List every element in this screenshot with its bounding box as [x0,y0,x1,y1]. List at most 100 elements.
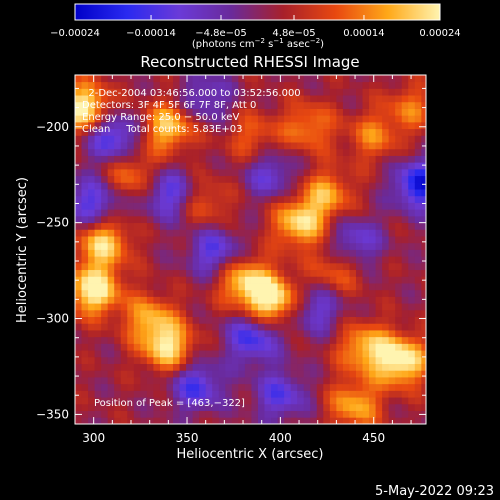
heatmap-cell [88,101,95,109]
heatmap-cell [186,182,194,190]
heatmap-cell [271,262,278,271]
heatmap-cell [140,303,148,311]
heatmap-cell [81,88,89,96]
heatmap-cell [336,95,344,103]
heatmap-cell [355,155,363,163]
heatmap-cell [284,249,292,257]
heatmap-cell [225,350,233,358]
heatmap-cell [382,296,390,304]
heatmap-cell [159,115,167,123]
heatmap-cell [329,222,337,230]
x-tick-label: 350 [176,431,199,445]
heatmap-cell [101,222,109,230]
heatmap-cell [186,115,194,123]
heatmap-cell [114,356,122,364]
heatmap-cell [369,215,376,224]
heatmap-cell [153,316,161,324]
heatmap-cell [336,88,344,96]
heatmap-cell [310,262,318,271]
heatmap-cell [94,269,102,277]
heatmap-cell [310,229,318,237]
heatmap-cell [414,229,422,237]
heatmap-cell [271,356,278,364]
heatmap-cell [316,182,324,190]
heatmap-cell [310,377,318,385]
heatmap-cell [127,276,135,284]
heatmap-cell [199,256,207,264]
heatmap-cell [408,269,416,277]
heatmap-cell [284,383,292,391]
heatmap-cell [179,370,187,378]
heatmap-cell [421,356,426,364]
heatmap-cell [257,403,265,411]
heatmap-cell [349,316,357,324]
heatmap-cell [159,88,167,96]
heatmap-cell [290,343,298,351]
heatmap-cell [408,121,416,130]
heatmap-cell [166,390,174,398]
heatmap-cell [186,249,194,257]
heatmap-cell [382,175,390,183]
heatmap-cell [382,128,390,136]
heatmap-cell [238,363,246,371]
heatmap-cell [297,316,305,324]
heatmap-cell [290,417,298,424]
heatmap-cell [284,95,292,103]
heatmap-cell [284,390,292,398]
heatmap-cell [375,397,383,405]
heatmap-cell [277,283,285,291]
heatmap-cell [401,101,409,109]
heatmap-cell [408,383,416,391]
heatmap-cell [395,108,403,116]
heatmap-cell [355,336,363,344]
heatmap-cell [238,303,246,311]
heatmap-cell [290,330,298,338]
heatmap-cell [218,215,226,224]
heatmap-cell [238,383,246,391]
heatmap-cell [127,148,135,156]
heatmap-cell [75,303,82,311]
heatmap-cell [395,397,403,405]
heatmap-cell [421,81,426,89]
heatmap-cell [218,296,226,304]
heatmap-cell [264,81,272,89]
heatmap-cell [336,202,344,210]
colorbar-tick-label: −0.00024 [50,28,100,39]
heatmap-cell [277,175,285,183]
heatmap-cell [192,236,200,244]
heatmap-cell [179,215,187,224]
heatmap-cell [414,383,422,391]
heatmap-cell [251,403,259,411]
heatmap-cell [342,229,350,237]
heatmap-cell [290,222,298,230]
heatmap-cell [284,336,292,344]
heatmap-cell [140,262,148,271]
heatmap-cell [192,75,200,83]
heatmap-cell [244,323,252,331]
heatmap-cell [369,148,376,156]
heatmap-cell [212,316,220,324]
heatmap-cell [284,128,292,136]
heatmap-cell [257,262,265,271]
heatmap-cell [290,403,298,411]
heatmap-cell [316,269,324,277]
heatmap-cell [362,162,370,170]
heatmap-cell [199,128,207,136]
heatmap-cell [284,343,292,351]
heatmap-cell [133,215,141,224]
heatmap-cell [369,242,376,250]
heatmap-cell [205,249,213,257]
heatmap-cell [342,95,350,103]
heatmap-cell [251,121,259,130]
heatmap-cell [329,128,337,136]
heatmap-cell [421,236,426,244]
heatmap-cell [88,162,95,170]
heatmap-cell [238,121,246,130]
heatmap-cell [257,370,265,378]
heatmap-cell [369,309,376,318]
heatmap-cell [349,222,357,230]
heatmap-cell [101,182,109,190]
heatmap-cell [375,336,383,344]
heatmap-cell [120,350,128,358]
heatmap-cell [362,363,370,371]
